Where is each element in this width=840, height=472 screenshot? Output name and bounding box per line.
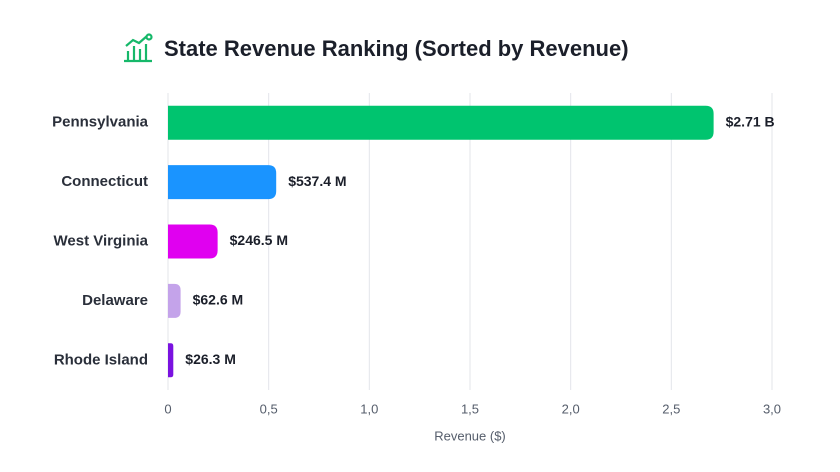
x-axis-label: Revenue ($): [434, 428, 506, 443]
title-icon: [124, 33, 153, 63]
y-tick-label: Pennsylvania: [52, 114, 149, 131]
x-tick-label: 3,0: [763, 401, 781, 416]
x-tick-label: 0,5: [260, 401, 278, 416]
x-tick-label: 2,0: [562, 401, 580, 416]
value-label: $537.4 M: [288, 173, 346, 189]
x-tick-label: 0: [164, 401, 171, 416]
value-label: $26.3 M: [185, 351, 236, 367]
y-tick-label: Delaware: [82, 292, 148, 309]
bar: [168, 105, 714, 140]
value-label: $62.6 M: [193, 292, 244, 308]
y-tick-label: Connecticut: [61, 173, 148, 190]
x-tick-label: 1,5: [461, 401, 479, 416]
bar: [168, 283, 181, 318]
y-tick-label: West Virginia: [54, 232, 149, 249]
value-label: $246.5 M: [230, 232, 288, 248]
bar: [168, 224, 218, 259]
bar: [168, 343, 174, 378]
y-tick-label: Rhode Island: [54, 351, 148, 368]
value-label: $2.71 B: [726, 113, 775, 129]
bar: [168, 165, 277, 200]
x-tick-label: 1,0: [360, 401, 378, 416]
chart-title: State Revenue Ranking (Sorted by Revenue…: [164, 36, 629, 61]
x-tick-label: 2,5: [662, 401, 680, 416]
